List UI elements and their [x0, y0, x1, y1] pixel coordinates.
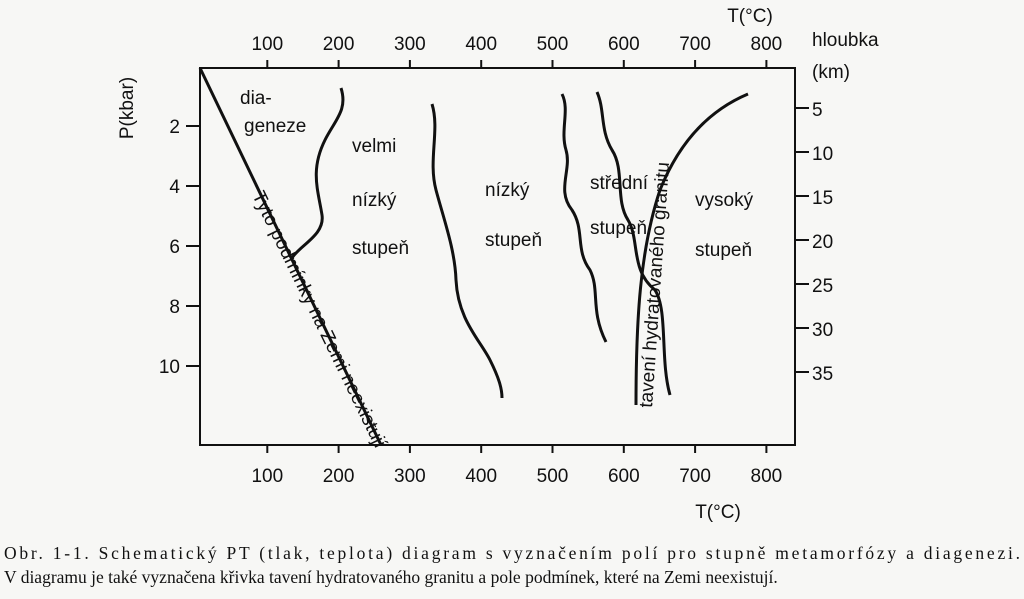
diagenesis-boundary	[290, 87, 345, 259]
field-label: dia-	[240, 88, 272, 109]
tick-label: 2	[169, 117, 180, 138]
field-label: nízký	[485, 180, 530, 201]
top-axis-title: T(°C)	[727, 6, 773, 27]
tick-label: 600	[608, 466, 640, 487]
tick-label: 15	[812, 188, 833, 209]
frame	[199, 67, 796, 446]
tick-label: 700	[679, 34, 711, 55]
field-label: nízký	[352, 190, 397, 211]
tick-label: 5	[812, 100, 823, 121]
tick-label: 4	[169, 177, 180, 198]
tick-label: 6	[169, 237, 180, 258]
tick-label: 800	[751, 466, 783, 487]
grade-boundary	[430, 103, 504, 399]
tick-label: 30	[812, 320, 833, 341]
tick-label: 100	[251, 466, 283, 487]
tick-label: 200	[323, 34, 355, 55]
tick-label: 600	[608, 34, 640, 55]
tick-label: 400	[465, 34, 497, 55]
field-label: stupeň	[695, 240, 752, 261]
tick-label: 300	[394, 34, 426, 55]
bottom-axis-title: T(°C)	[695, 502, 741, 523]
field-label: střední	[590, 173, 649, 194]
tick-label: 35	[812, 364, 833, 385]
right-axis-title: hloubka	[812, 30, 879, 51]
impossible-boundary	[198, 67, 383, 446]
tick-label: 400	[465, 466, 497, 487]
tick-label: 700	[679, 466, 711, 487]
tick-label: 300	[394, 466, 426, 487]
field-label: stupeň	[352, 238, 409, 259]
field-label: stupeň	[485, 230, 542, 251]
left-axis-title: P(kbar)	[117, 77, 138, 139]
tick-label: 200	[323, 466, 355, 487]
caption: Obr. 1-1. Schematický PT (tlak, teplota)…	[4, 543, 1020, 563]
tick-label: 8	[169, 297, 180, 318]
tick-label: 500	[537, 466, 569, 487]
tick-label: 800	[751, 34, 783, 55]
tick-label: 10	[159, 357, 180, 378]
tick-label: 25	[812, 276, 833, 297]
caption: V diagramu je také vyznačena křivka tave…	[4, 567, 778, 587]
tick-label: 500	[537, 34, 569, 55]
grade-boundary	[560, 93, 608, 343]
field-label: stupeň	[590, 218, 647, 239]
field-label: velmi	[352, 136, 396, 157]
field-label: geneze	[244, 116, 306, 137]
right-axis-title: (km)	[812, 62, 850, 83]
tick-label: 20	[812, 232, 833, 253]
grade-boundary	[595, 91, 672, 396]
melting-curve	[634, 92, 749, 406]
tick-label: 10	[812, 144, 833, 165]
field-label: vysoký	[695, 190, 754, 211]
tick-label: 100	[251, 34, 283, 55]
